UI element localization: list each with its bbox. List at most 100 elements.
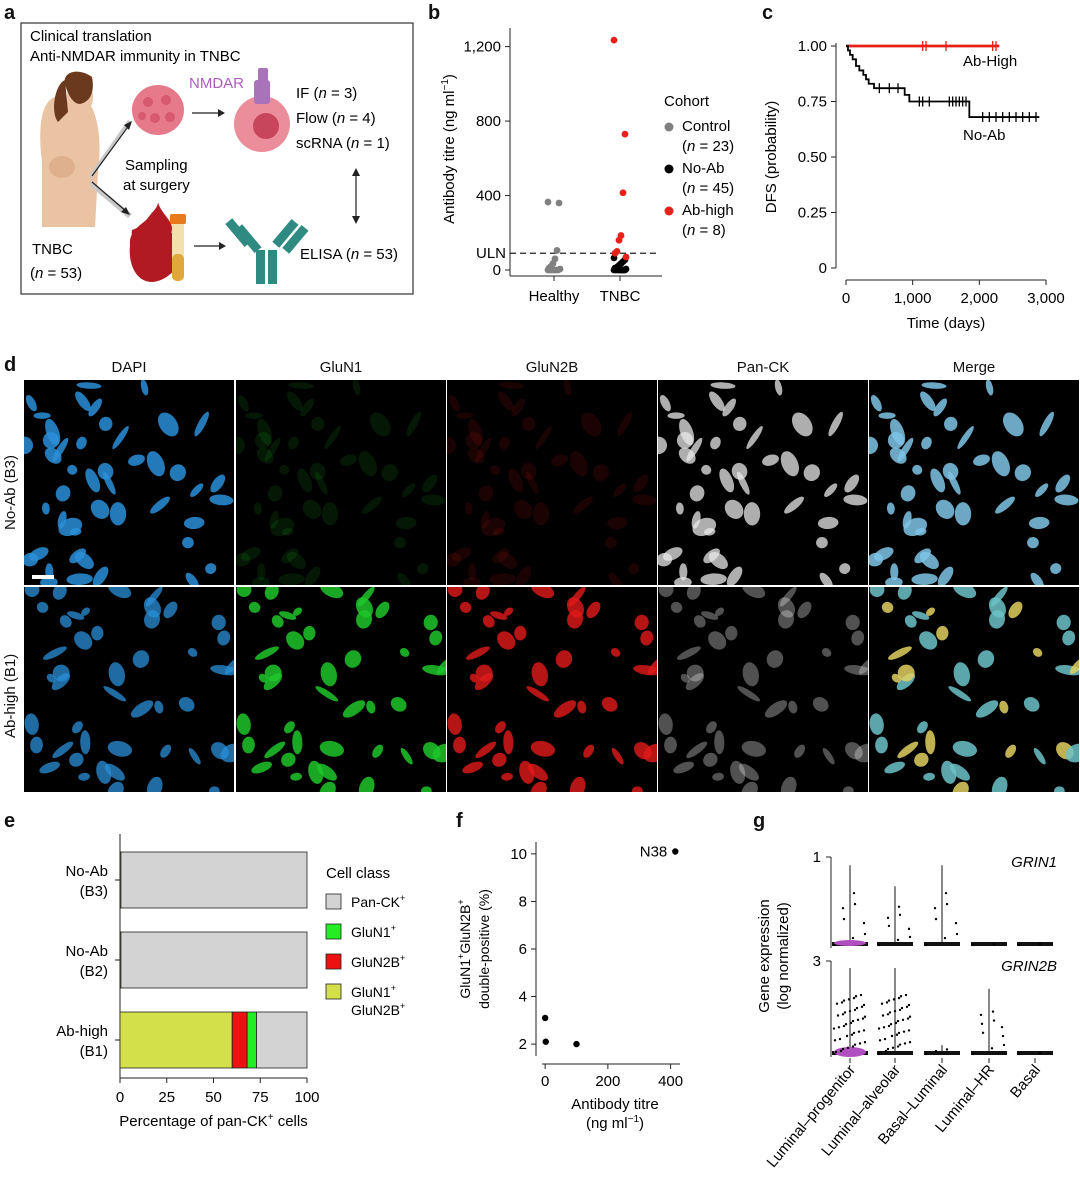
cell-point	[841, 1047, 845, 1051]
cell-point	[834, 1050, 838, 1054]
tnbc-label: TNBC	[32, 241, 73, 258]
scale-bar	[32, 575, 54, 579]
panel-letter-d: d	[4, 354, 17, 376]
category-label: Ab-high	[56, 1023, 108, 1040]
nmdar-label: NMDAR	[189, 75, 244, 92]
cell-point	[897, 905, 901, 909]
cell-point	[886, 916, 890, 920]
panel-a-schematic: Clinical translation Anti-NMDAR immunity…	[20, 22, 414, 295]
cell-point	[849, 1021, 853, 1025]
legend-n: (n = 23)	[682, 138, 734, 155]
legend-swatch	[664, 206, 674, 216]
cell-point	[852, 1031, 856, 1035]
x-tick-label: 25	[158, 1089, 175, 1106]
cell-point	[945, 1048, 949, 1051]
cell-point	[896, 938, 900, 942]
cell-point	[894, 1021, 898, 1025]
data-point-ab-high	[619, 189, 627, 197]
y-axis-label: DFS (probability)	[763, 101, 780, 214]
cell-point	[850, 1033, 854, 1036]
cell-point	[851, 1019, 855, 1023]
panel-letter-e: e	[4, 810, 16, 832]
category-label: (B1)	[80, 1043, 108, 1060]
data-point-ab-high	[622, 253, 630, 261]
cell-point	[903, 1042, 907, 1045]
y-tick-label: 3	[813, 953, 821, 970]
nmdar-cell-icon	[234, 68, 290, 152]
cell-point	[902, 1030, 906, 1033]
cell-point	[847, 998, 851, 1001]
cell-point	[862, 1003, 866, 1007]
y-tick-label: 0.75	[798, 94, 827, 111]
panel-a-title-line2: Anti-NMDAR immunity in TNBC	[30, 48, 241, 65]
y-tick-label: 10	[510, 846, 527, 863]
data-point-ab-high	[615, 236, 623, 244]
legend-label: Control	[682, 118, 730, 135]
legend-n: (n = 45)	[682, 180, 734, 197]
legend-label: GluN2B+	[351, 953, 405, 970]
cell-point	[971, 943, 975, 947]
violin-base	[924, 942, 960, 946]
cell-point	[842, 1024, 846, 1028]
series-label-no-ab: No-Ab	[963, 127, 1006, 144]
sampling-label-line2: at surgery	[123, 177, 190, 194]
y-tick-label: 0	[493, 262, 501, 279]
violin-body	[834, 940, 866, 946]
cell-point	[908, 1015, 912, 1018]
cell-point	[877, 1027, 881, 1030]
legend-swatch	[664, 122, 674, 132]
chart-c-dfs-survival: 0 0.25 0.50 0.75 1.00 0 1,000 2,000 3,000 Time (d…	[763, 38, 1065, 332]
cell-point	[893, 1009, 897, 1013]
cell-point	[856, 1018, 860, 1022]
cell-point	[859, 993, 863, 997]
bar-segment	[120, 931, 308, 989]
cell-point	[897, 1031, 901, 1035]
cell-point	[837, 1026, 841, 1029]
cell-point	[934, 917, 938, 921]
micrograph-panck-no-ab	[658, 380, 868, 585]
cell-point	[1000, 1025, 1004, 1029]
micrograph-panck-ab-high	[658, 587, 868, 792]
data-point-ab-high	[610, 36, 618, 44]
cell-point	[944, 891, 948, 895]
cell-point	[887, 924, 891, 928]
cell-point	[853, 1008, 857, 1012]
data-point	[542, 1038, 549, 1045]
x-tick-label: 400	[658, 1073, 683, 1090]
x-tick-label: 0	[842, 290, 850, 307]
point-label: N38	[640, 844, 668, 861]
cell-point	[848, 1009, 852, 1013]
violin-base	[877, 942, 913, 946]
cell-point	[883, 1037, 887, 1041]
cell-point	[934, 1049, 938, 1053]
cell-point	[861, 1017, 865, 1020]
bar-segment	[256, 1011, 308, 1069]
cell-point	[878, 1039, 882, 1042]
cell-point	[844, 1022, 848, 1026]
x-tick-label: 100	[294, 1089, 319, 1106]
legend-title: Cell class	[326, 865, 390, 882]
x-tick-label: 200	[595, 1073, 620, 1090]
legend-label: Ab-high	[682, 202, 734, 219]
bar-segment	[246, 1011, 257, 1069]
x-tick-label: 1,000	[894, 290, 932, 307]
data-point-control	[553, 247, 561, 254]
legend-label: No-Ab	[682, 160, 725, 177]
category-label: (B2)	[80, 963, 108, 980]
data-point	[573, 1040, 580, 1048]
chart-b-antibody-titre: 0 400 800 1,200 Antibody titre (ng ml−1) Heal…	[440, 28, 734, 305]
x-tick-label: 0	[116, 1089, 124, 1106]
cell-point	[1017, 943, 1021, 947]
panel-letter-c: c	[762, 2, 774, 24]
cell-point	[852, 996, 856, 1000]
cell-point	[854, 995, 858, 998]
y-tick-label: 8	[519, 893, 527, 910]
bar-segment	[231, 1011, 248, 1069]
cell-point	[845, 1034, 849, 1038]
panel-a-title-line1: Clinical translation	[30, 28, 152, 45]
cell-point	[833, 1039, 837, 1042]
x-tick-label: TNBC	[600, 288, 641, 305]
category-label: Luminal–alveolar	[818, 1062, 904, 1160]
row-label-no-ab: No-Ab (B3)	[2, 454, 19, 530]
legend-swatch	[325, 983, 342, 1000]
